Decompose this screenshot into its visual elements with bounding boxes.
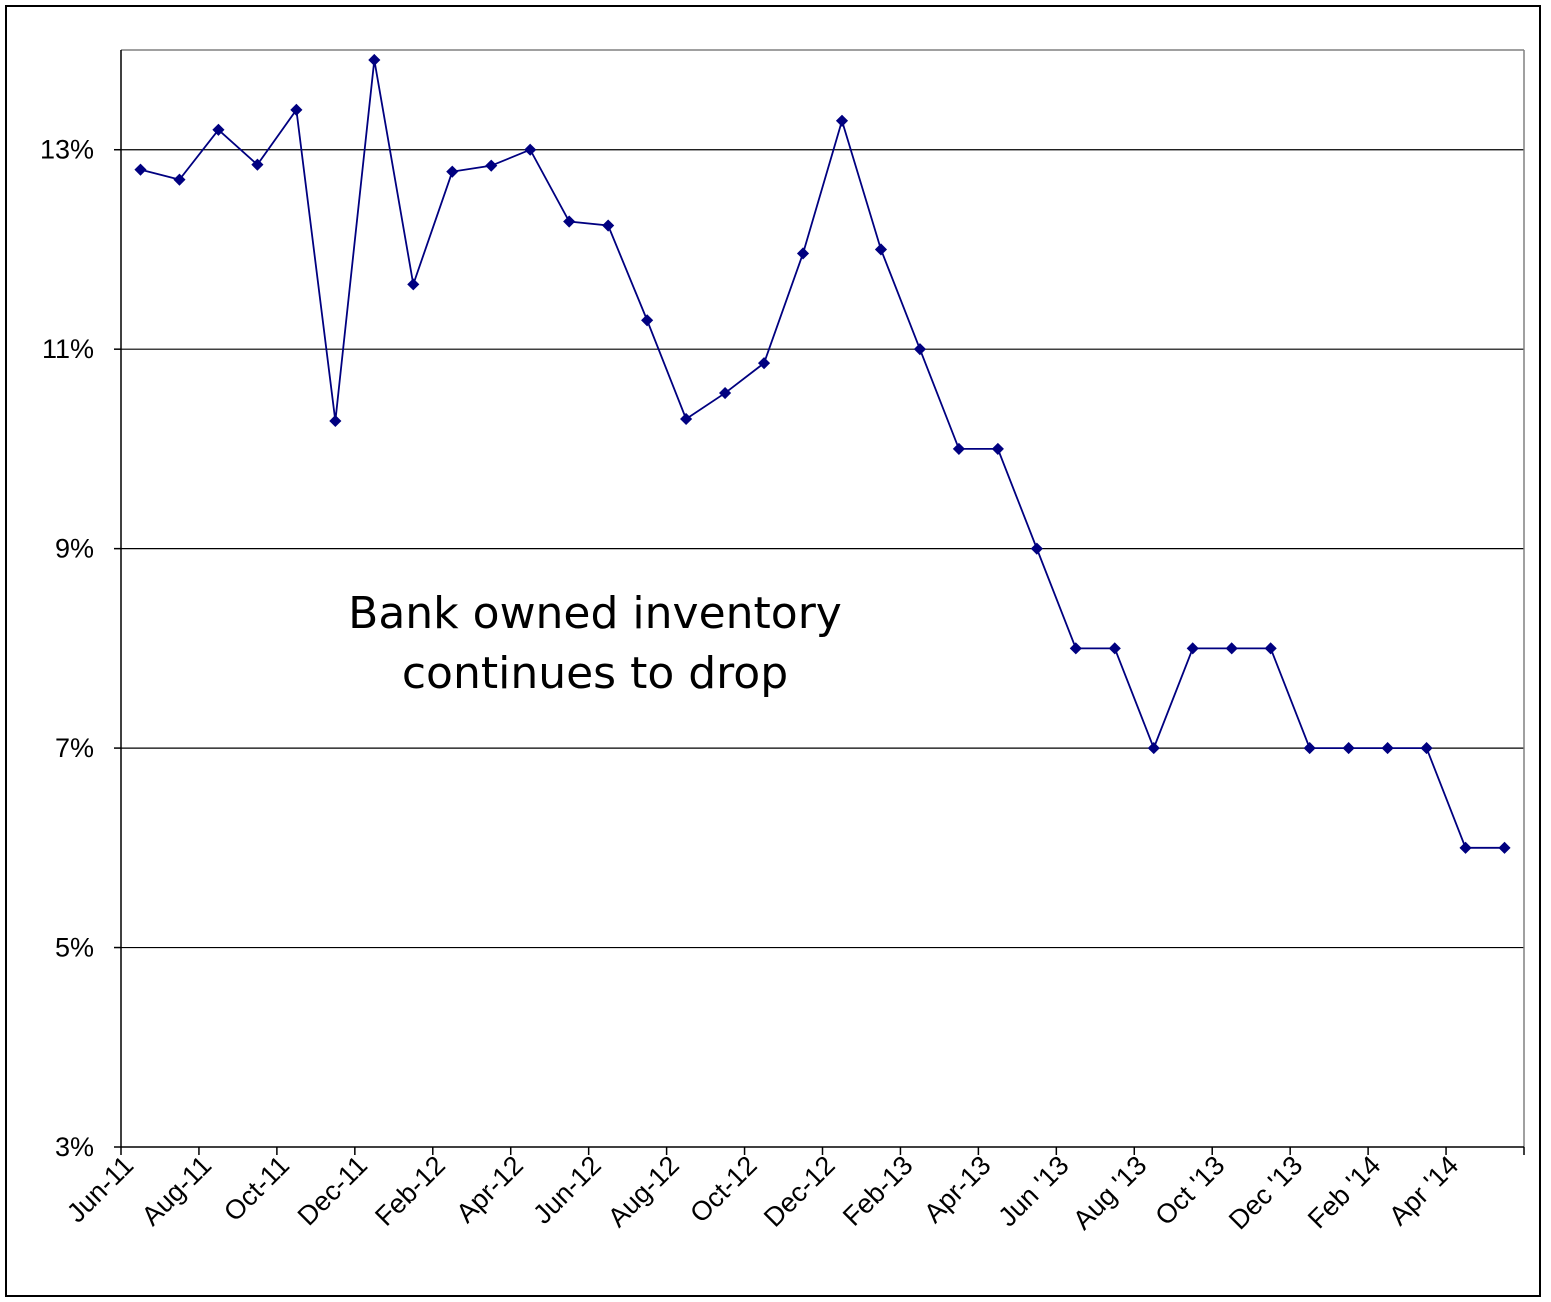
x-tick-label-6: Jun-12	[527, 1150, 607, 1230]
y-tick-labels: 3% 5% 7% 9% 11% 13%	[40, 135, 94, 1162]
data-point-28	[1225, 642, 1238, 655]
annotation-line-1: Bank owned inventory	[348, 588, 842, 639]
data-point-12	[602, 219, 615, 232]
x-tick-label-17: Apr '14	[1383, 1150, 1464, 1231]
data-point-26	[1147, 742, 1160, 755]
x-tick-label-15: Dec '13	[1223, 1150, 1308, 1235]
data-point-5	[329, 414, 342, 428]
data-point-32	[1381, 742, 1394, 755]
data-point-19	[874, 243, 888, 256]
chart-frame	[5, 5, 1541, 1297]
x-tick-label-16: Feb '14	[1302, 1150, 1386, 1234]
x-tick-label-7: Aug-12	[602, 1150, 685, 1233]
data-point-33	[1420, 742, 1433, 755]
x-tick-label-12: Jun '13	[992, 1150, 1074, 1232]
data-point-22	[991, 442, 1004, 455]
x-tick-label-4: Feb-12	[369, 1150, 451, 1232]
x-tick-label-1: Aug-11	[136, 1150, 217, 1231]
data-point-16	[757, 357, 771, 370]
data-point-23	[1030, 542, 1043, 555]
x-tick-label-9: Dec-12	[758, 1150, 841, 1233]
x-tick-label-3: Dec-11	[292, 1150, 373, 1231]
data-point-20	[913, 343, 926, 356]
x-tick-label-5: Apr-12	[450, 1150, 529, 1229]
data-point-25	[1108, 642, 1121, 655]
y-tick-label-1: 5%	[55, 933, 94, 963]
data-point-3	[251, 158, 264, 171]
data-point-34	[1459, 841, 1472, 854]
data-point-2	[212, 123, 225, 136]
y-tick-label-2: 7%	[55, 733, 94, 763]
data-point-27	[1186, 642, 1199, 655]
data-point-18	[835, 114, 849, 127]
data-point-35	[1498, 841, 1511, 854]
y-tick-label-0: 3%	[55, 1132, 94, 1162]
gridlines	[121, 149, 1524, 949]
x-tick-label-11: Apr-13	[918, 1150, 997, 1229]
data-point-10	[524, 143, 537, 156]
data-point-21	[952, 442, 965, 455]
x-tick-label-2: Oct-11	[218, 1150, 295, 1227]
data-point-0	[134, 163, 147, 176]
x-tick-label-13: Aug '13	[1067, 1150, 1152, 1235]
y-tick-label-5: 13%	[40, 135, 94, 165]
x-tick-label-14: Oct '13	[1149, 1150, 1230, 1231]
y-tick-label-4: 11%	[42, 334, 94, 364]
data-point-7	[407, 278, 420, 291]
data-point-15	[719, 386, 732, 400]
data-point-8	[446, 165, 459, 178]
x-tick-label-10: Feb-13	[837, 1150, 919, 1232]
data-point-24	[1069, 642, 1082, 655]
data-point-markers	[134, 53, 1511, 854]
data-point-11	[563, 215, 576, 228]
data-point-29	[1264, 642, 1277, 655]
y-tick-label-3: 9%	[55, 534, 94, 564]
series-line	[140, 59, 1505, 849]
data-point-1	[173, 173, 186, 186]
data-point-6	[368, 53, 381, 67]
annotation-line-2: continues to drop	[402, 648, 788, 699]
x-tick-label-8: Oct-12	[684, 1150, 763, 1229]
data-point-9	[485, 159, 498, 172]
data-point-14	[680, 412, 693, 426]
data-point-4	[290, 103, 303, 116]
data-point-17	[796, 247, 810, 260]
data-point-31	[1342, 742, 1355, 755]
data-point-30	[1303, 742, 1316, 755]
data-point-13	[641, 314, 654, 327]
axes	[114, 49, 1525, 1155]
series-line-0	[140, 59, 1505, 849]
